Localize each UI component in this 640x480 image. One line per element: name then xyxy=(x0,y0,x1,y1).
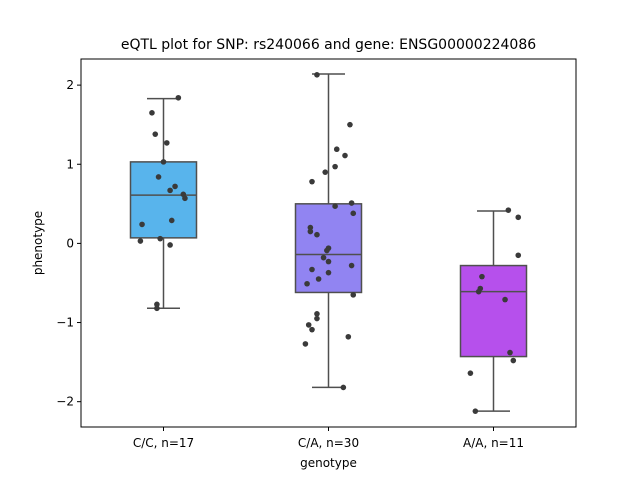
y-axis-label: phenotype xyxy=(31,211,45,275)
data-point xyxy=(155,174,162,180)
data-point xyxy=(314,231,320,238)
data-point xyxy=(314,311,320,317)
data-point xyxy=(515,252,522,259)
data-point xyxy=(152,131,159,137)
data-point xyxy=(350,292,357,298)
data-point xyxy=(302,341,309,347)
data-point xyxy=(505,207,512,213)
data-point xyxy=(315,276,322,282)
data-point xyxy=(332,163,338,170)
data-point xyxy=(304,280,310,287)
x-tick-label: C/A, n=30 xyxy=(298,436,359,450)
box xyxy=(459,264,528,358)
data-point xyxy=(137,238,144,244)
data-point xyxy=(167,187,173,194)
data-point xyxy=(168,217,175,224)
data-point xyxy=(515,214,522,221)
data-point xyxy=(309,266,315,273)
data-point xyxy=(350,210,357,217)
x-tick-label: C/C, n=17 xyxy=(133,436,194,450)
data-point xyxy=(345,333,352,340)
y-tick-label: 1 xyxy=(66,157,74,171)
data-point xyxy=(320,254,327,261)
data-point xyxy=(154,301,160,308)
data-point xyxy=(314,72,320,78)
y-tick-label: 2 xyxy=(66,78,74,92)
data-point xyxy=(340,384,347,391)
data-point xyxy=(307,224,314,231)
data-point xyxy=(160,159,167,165)
data-point xyxy=(472,408,479,414)
y-tick-label: −2 xyxy=(56,395,74,409)
data-point xyxy=(475,288,482,295)
data-point xyxy=(325,269,332,276)
data-point xyxy=(182,195,188,202)
data-point xyxy=(139,221,145,228)
data-point xyxy=(324,247,330,254)
data-point xyxy=(154,305,160,312)
data-point xyxy=(167,242,173,248)
chart-title: eQTL plot for SNP: rs240066 and gene: EN… xyxy=(121,37,536,53)
data-point xyxy=(307,228,314,235)
plot-area: −2 −1 0 1 2 C/C, n=17 C/A, n=30 A/A, n=11 xyxy=(56,58,577,450)
data-point xyxy=(309,326,315,333)
data-point xyxy=(325,258,332,265)
x-axis-label: genotype xyxy=(300,456,357,470)
data-point xyxy=(507,349,513,356)
data-point xyxy=(305,322,312,328)
data-point xyxy=(348,200,355,206)
data-point xyxy=(347,121,353,128)
data-point xyxy=(149,110,155,116)
data-point xyxy=(157,235,163,242)
data-point xyxy=(314,315,320,322)
x-tick-label: A/A, n=11 xyxy=(463,436,524,450)
data-point xyxy=(342,152,348,159)
data-point xyxy=(332,203,338,209)
data-point xyxy=(502,296,508,303)
data-point xyxy=(309,178,315,185)
data-point xyxy=(172,183,178,190)
data-point xyxy=(175,94,182,101)
data-point xyxy=(348,262,355,269)
y-tick-label: 0 xyxy=(66,236,74,250)
data-point xyxy=(479,273,485,280)
data-point xyxy=(510,357,517,364)
data-point xyxy=(164,140,170,146)
data-point xyxy=(333,146,340,153)
y-tick-label: −1 xyxy=(56,316,74,330)
data-point xyxy=(322,169,329,175)
data-point xyxy=(467,370,474,376)
